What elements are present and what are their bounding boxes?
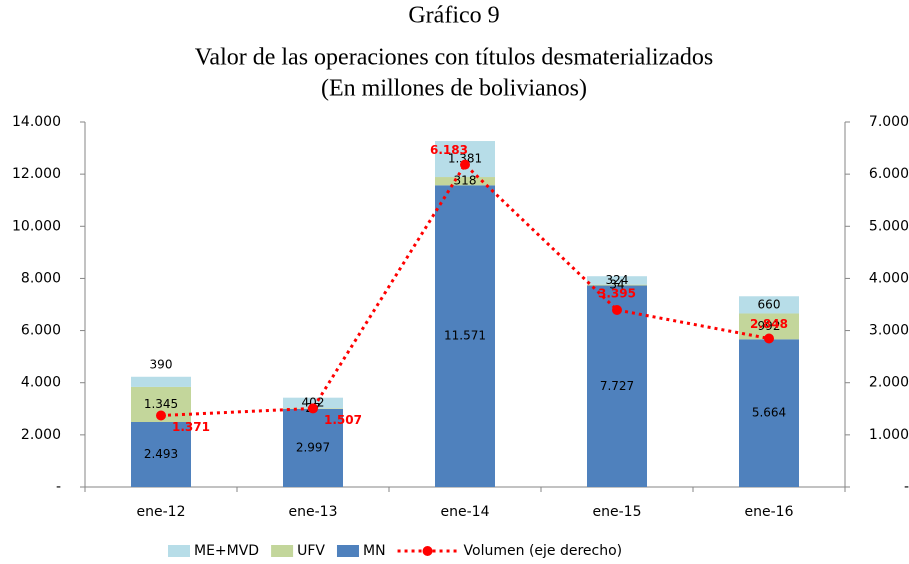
y2-tick-label: 1.000 xyxy=(869,427,909,443)
legend-label: UFV xyxy=(297,543,325,559)
line-marker xyxy=(764,333,774,344)
legend-swatch xyxy=(336,545,359,557)
bar-segment xyxy=(131,422,191,487)
value-label: 318 xyxy=(454,174,477,188)
x-tick-label: ene-13 xyxy=(289,504,338,520)
y-tick-label: 14.000 xyxy=(12,114,61,130)
y-tick-label: 10.000 xyxy=(12,218,61,234)
value-label: 2.848 xyxy=(750,317,788,331)
value-label: 2.493 xyxy=(144,447,178,461)
line-marker xyxy=(612,304,622,315)
value-label: 390 xyxy=(150,357,173,371)
line xyxy=(160,162,770,418)
y-tick-label: 12.000 xyxy=(12,166,61,182)
bar-segment xyxy=(131,376,191,387)
x-tick-label: ene-12 xyxy=(137,504,186,520)
y2-tick-label: 4.000 xyxy=(869,270,909,286)
line-marker xyxy=(460,159,470,170)
y-tick-label: 4.000 xyxy=(21,375,61,391)
legend-swatch xyxy=(168,545,190,557)
value-label: 660 xyxy=(758,297,781,311)
chart-title: Gráfico 9 xyxy=(408,3,499,29)
value-label: 1.507 xyxy=(324,413,362,427)
x-tick-label: ene-14 xyxy=(441,504,490,520)
legend-label: Volumen (eje derecho) xyxy=(464,543,623,559)
bar-segment xyxy=(587,276,647,285)
legend-marker xyxy=(422,546,433,556)
legend-swatch xyxy=(271,545,294,557)
value-label: 1.371 xyxy=(172,420,210,434)
value-label: 3.395 xyxy=(598,286,636,300)
chart-subtitle: (En millones de bolivianos) xyxy=(321,76,587,102)
y2-tick-label: 6.000 xyxy=(869,166,909,182)
value-label: 1.345 xyxy=(144,397,178,411)
bar-segment xyxy=(283,408,343,487)
y-tick-label: 2.000 xyxy=(21,427,61,443)
value-label: 324 xyxy=(606,273,629,287)
bar-segment xyxy=(435,141,495,178)
value-label: 6.183 xyxy=(430,143,468,157)
bar-segment xyxy=(435,177,495,186)
value-label: 7.727 xyxy=(600,379,634,393)
value-label: 992 xyxy=(758,319,781,333)
y-tick-label: - xyxy=(56,479,61,495)
value-label: 5.664 xyxy=(752,406,786,420)
bar-segment xyxy=(587,285,647,487)
y2-tick-label: 3.000 xyxy=(869,323,909,339)
bar-segment xyxy=(739,339,799,487)
chart-title: Valor de las operaciones con títulos des… xyxy=(195,45,714,71)
y2-tick-label: 2.000 xyxy=(869,375,909,391)
legend-label: ME+MVD xyxy=(194,543,259,559)
y2-tick-label: - xyxy=(904,479,909,495)
y-tick-label: 6.000 xyxy=(21,323,61,339)
y2-tick-label: 5.000 xyxy=(869,218,909,234)
line-marker xyxy=(308,403,318,414)
bar-segment xyxy=(587,284,647,286)
value-label: 1.381 xyxy=(448,152,482,166)
x-tick-label: ene-16 xyxy=(745,504,794,520)
y-tick-label: 8.000 xyxy=(21,270,61,286)
y2-tick-label: 7.000 xyxy=(869,114,909,130)
value-label: 34 xyxy=(609,278,624,292)
x-tick-label: ene-15 xyxy=(593,504,642,520)
legend-label: MN xyxy=(363,543,386,559)
line-marker xyxy=(156,410,166,421)
value-label: 2.997 xyxy=(296,440,330,454)
value-label: 11.571 xyxy=(444,329,486,343)
bar-segment xyxy=(435,185,495,487)
bar-segment xyxy=(283,397,343,409)
bar-segment xyxy=(739,296,799,314)
